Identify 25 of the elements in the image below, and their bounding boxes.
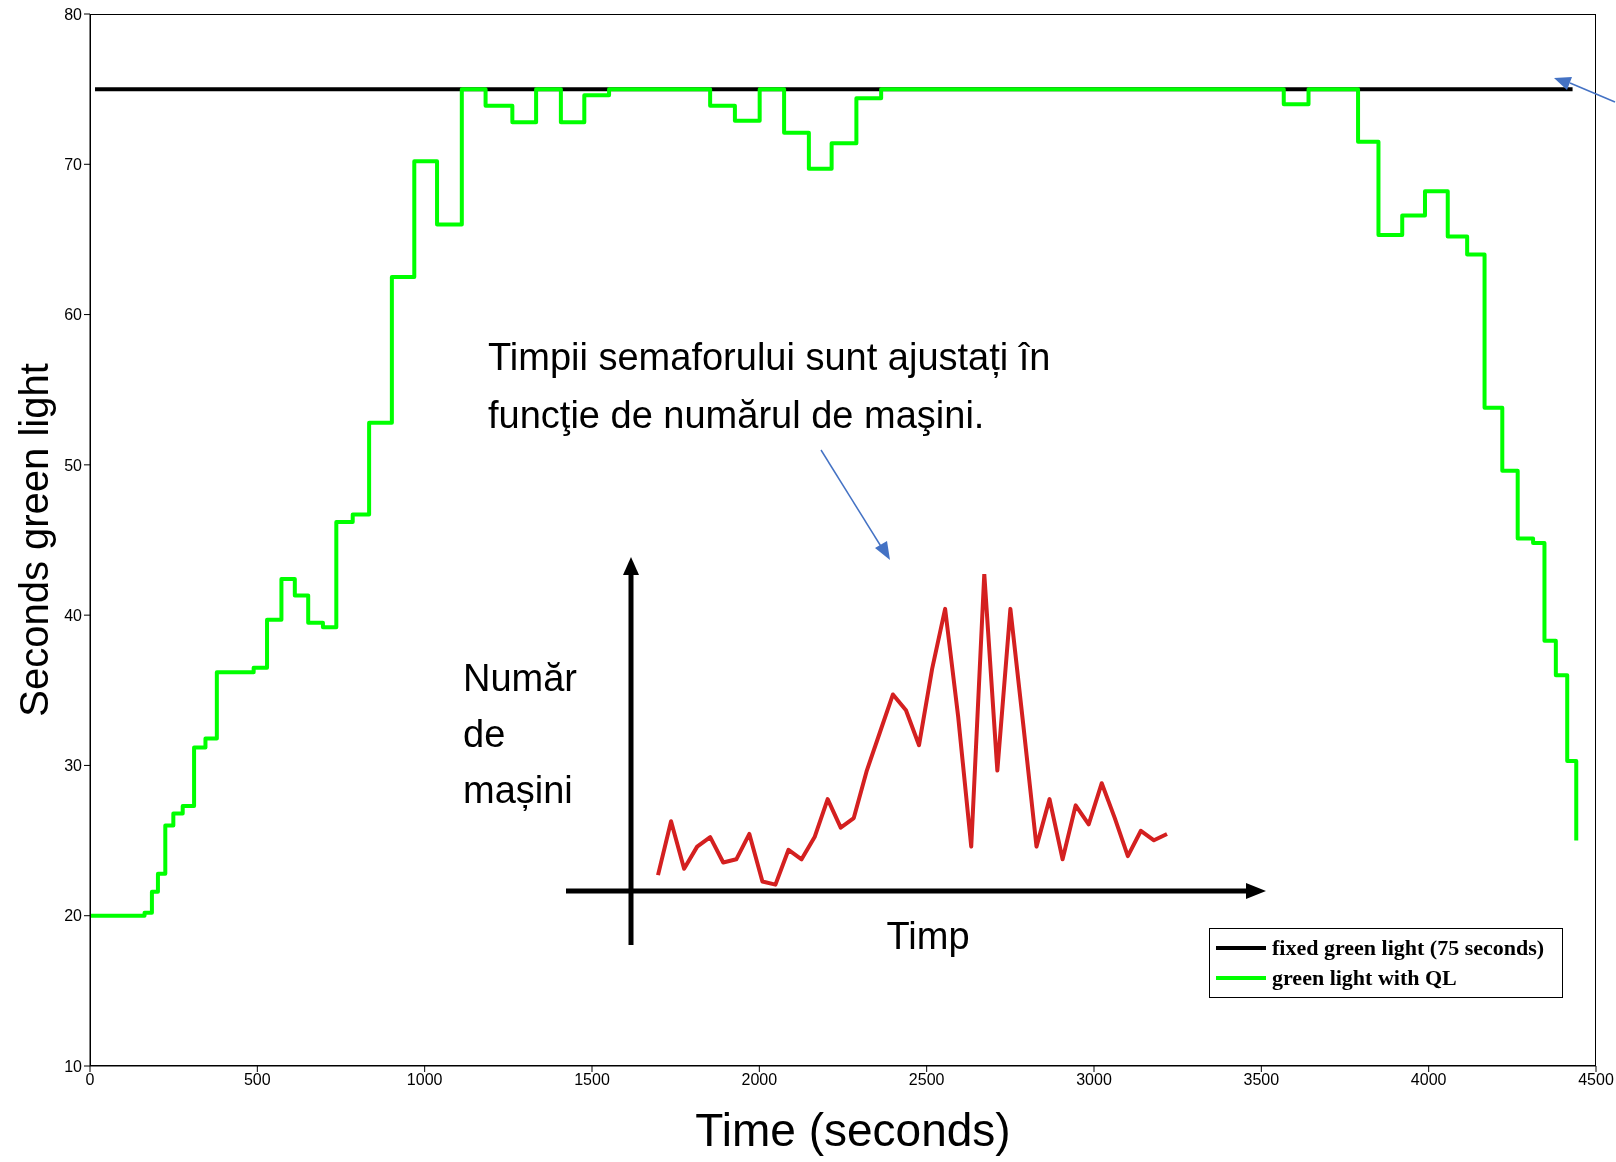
legend-label: green light with QL bbox=[1272, 965, 1457, 991]
x-tick-label: 500 bbox=[243, 1071, 271, 1089]
y-tick-label: 20 bbox=[64, 907, 83, 925]
y-tick-label: 60 bbox=[64, 306, 83, 324]
x-axis-title: Time (seconds) bbox=[695, 1104, 1011, 1156]
x-tick-label: 3500 bbox=[1243, 1071, 1280, 1089]
x-tick-label: 4000 bbox=[1410, 1071, 1447, 1089]
x-tick-label: 3000 bbox=[1076, 1071, 1112, 1089]
y-tick-label: 50 bbox=[64, 456, 83, 474]
y-tick-label: 40 bbox=[64, 606, 83, 624]
y-tick-label: 70 bbox=[64, 155, 83, 173]
legend-label: fixed green light (75 seconds) bbox=[1272, 935, 1545, 961]
x-tick-label: 4500 bbox=[1578, 1071, 1614, 1089]
x-tick-label: 0 bbox=[85, 1071, 95, 1089]
x-tick-label: 2000 bbox=[741, 1071, 778, 1089]
y-tick-label: 80 bbox=[64, 5, 83, 23]
y-tick-label: 10 bbox=[64, 1057, 83, 1075]
annotation: Timpii semaforului sunt ajustați în funcţie de numărul de maşini. bbox=[488, 335, 1052, 438]
x-tick-label: 1500 bbox=[574, 1071, 610, 1089]
y-axis-title: Seconds green light bbox=[12, 363, 56, 717]
x-tick-label: 1000 bbox=[406, 1071, 443, 1089]
y-axis-title: Număr de mașini bbox=[463, 656, 578, 813]
x-tick-label: 2500 bbox=[908, 1071, 945, 1089]
x-axis-title: Timp bbox=[886, 915, 970, 958]
y-tick-label: 30 bbox=[64, 757, 83, 775]
